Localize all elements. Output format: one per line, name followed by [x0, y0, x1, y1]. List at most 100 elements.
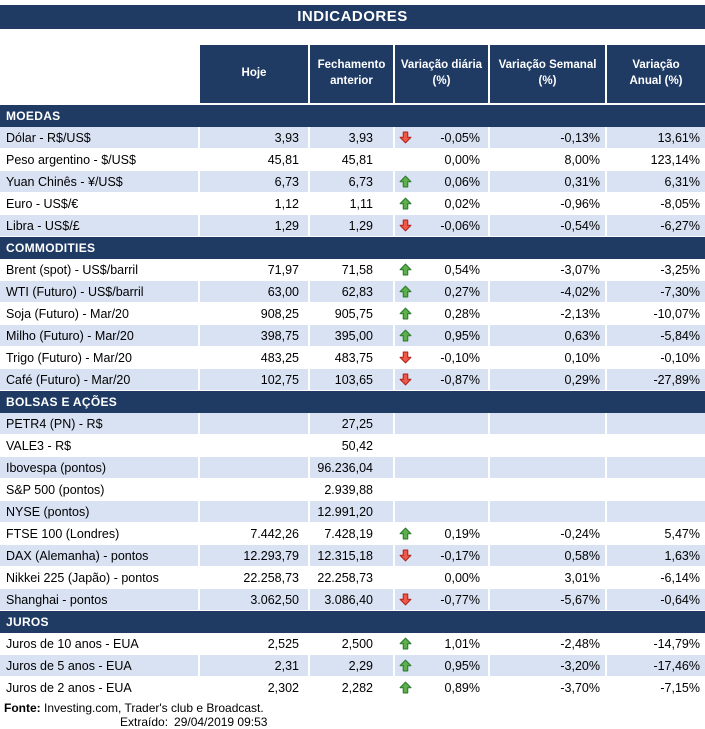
row-label: Nikkei 225 (Japão) - pontos: [0, 567, 200, 589]
table-body: MOEDAS Dólar - R$/US$ 3,93 3,93 -0,05% -0,13%…: [0, 105, 705, 699]
variacao-diaria-value: 0,06%: [444, 174, 480, 189]
no-arrow-placeholder: [398, 417, 412, 431]
source-label: Fonte:: [4, 701, 41, 715]
variacao-diaria-value: 0,00%: [444, 152, 480, 167]
variacao-diaria-cell: [395, 457, 490, 479]
fechamento-value: 3,93: [310, 127, 395, 149]
variacao-semanal-value: -3,20%: [490, 655, 607, 677]
row-label: Shanghai - pontos: [0, 589, 200, 611]
row-label: WTI (Futuro) - US$/barril: [0, 281, 200, 303]
table-row: Nikkei 225 (Japão) - pontos 22.258,73 22.2…: [0, 567, 705, 589]
row-label: Peso argentino - $/US$: [0, 149, 200, 171]
hoje-value: 2,525: [200, 633, 310, 655]
variacao-semanal-value: 0,58%: [490, 545, 607, 567]
hoje-value: 6,73: [200, 171, 310, 193]
variacao-semanal-value: -0,54%: [490, 215, 607, 237]
fechamento-value: 50,42: [310, 435, 395, 457]
hoje-value: 1,12: [200, 193, 310, 215]
column-header-hoje: Hoje: [200, 45, 310, 103]
variacao-diaria-cell: [395, 501, 490, 523]
variacao-semanal-value: -0,13%: [490, 127, 607, 149]
variacao-diaria-value: -0,77%: [440, 592, 480, 607]
variacao-diaria-value: 1,01%: [444, 636, 480, 651]
variacao-semanal-value: [490, 479, 607, 501]
table-row: DAX (Alemanha) - pontos 12.293,79 12.315,1…: [0, 545, 705, 567]
row-label: Juros de 5 anos - EUA: [0, 655, 200, 677]
hoje-value: 2,31: [200, 655, 310, 677]
no-arrow-placeholder: [398, 505, 412, 519]
down-arrow-icon: [398, 373, 412, 387]
up-arrow-icon: [398, 659, 412, 673]
variacao-diaria-cell: 0,95%: [395, 325, 490, 347]
variacao-diaria-cell: 0,00%: [395, 567, 490, 589]
hoje-value: 45,81: [200, 149, 310, 171]
table-row: Juros de 10 anos - EUA 2,525 2,500 1,01% -2,…: [0, 633, 705, 655]
variacao-anual-value: 5,47%: [607, 523, 705, 545]
table-row: Soja (Futuro) - Mar/20 908,25 905,75 0,28% -…: [0, 303, 705, 325]
row-label: Trigo (Futuro) - Mar/20: [0, 347, 200, 369]
no-arrow-placeholder: [398, 439, 412, 453]
row-label: NYSE (pontos): [0, 501, 200, 523]
table-row: S&P 500 (pontos) 2.939,88: [0, 479, 705, 501]
row-label: PETR4 (PN) - R$: [0, 413, 200, 435]
variacao-diaria-value: 0,54%: [444, 262, 480, 277]
variacao-diaria-cell: 0,00%: [395, 149, 490, 171]
variacao-anual-value: 123,14%: [607, 149, 705, 171]
variacao-anual-value: -6,14%: [607, 567, 705, 589]
fechamento-value: 905,75: [310, 303, 395, 325]
table-row: Shanghai - pontos 3.062,50 3.086,40 -0,77% -…: [0, 589, 705, 611]
variacao-diaria-value: 0,27%: [444, 284, 480, 299]
variacao-diaria-value: 0,28%: [444, 306, 480, 321]
variacao-anual-value: -7,30%: [607, 281, 705, 303]
variacao-anual-value: -17,46%: [607, 655, 705, 677]
extracted-line: Extraído: 29/04/2019 09:53: [0, 715, 705, 729]
variacao-diaria-cell: 0,95%: [395, 655, 490, 677]
variacao-semanal-value: 0,29%: [490, 369, 607, 391]
fechamento-value: 1,29: [310, 215, 395, 237]
variacao-diaria-cell: 0,28%: [395, 303, 490, 325]
variacao-diaria-cell: -0,77%: [395, 589, 490, 611]
row-label: VALE3 - R$: [0, 435, 200, 457]
column-header-fechamento-anterior: Fechamento anterior: [310, 45, 395, 103]
table-row: Dólar - R$/US$ 3,93 3,93 -0,05% -0,13% 13,61%: [0, 127, 705, 149]
no-arrow-placeholder: [398, 571, 412, 585]
variacao-diaria-value: 0,95%: [444, 658, 480, 673]
variacao-semanal-value: [490, 435, 607, 457]
variacao-diaria-cell: 0,54%: [395, 259, 490, 281]
variacao-anual-value: 6,31%: [607, 171, 705, 193]
column-header-variacao-anual: Variação Anual (%): [607, 45, 705, 103]
table-row: NYSE (pontos) 12.991,20: [0, 501, 705, 523]
variacao-anual-value: -7,15%: [607, 677, 705, 699]
fechamento-value: 7.428,19: [310, 523, 395, 545]
column-headers: Hoje Fechamento anterior Variação diária…: [0, 45, 705, 103]
variacao-semanal-value: -3,07%: [490, 259, 607, 281]
up-arrow-icon: [398, 527, 412, 541]
row-label: Dólar - R$/US$: [0, 127, 200, 149]
section-header-commodities: COMMODITIES: [0, 237, 705, 259]
page-title: INDICADORES: [0, 5, 705, 29]
variacao-semanal-value: -4,02%: [490, 281, 607, 303]
no-arrow-placeholder: [398, 483, 412, 497]
extracted-value: 29/04/2019 09:53: [174, 715, 268, 729]
row-label: Ibovespa (pontos): [0, 457, 200, 479]
variacao-diaria-value: 0,02%: [444, 196, 480, 211]
variacao-anual-value: -27,89%: [607, 369, 705, 391]
table-row: PETR4 (PN) - R$ 27,25: [0, 413, 705, 435]
section-header-moedas: MOEDAS: [0, 105, 705, 127]
table-row: Euro - US$/€ 1,12 1,11 0,02% -0,96% -8,05%: [0, 193, 705, 215]
variacao-anual-value: -3,25%: [607, 259, 705, 281]
section-header-bolsas-e-acoes: BOLSAS E AÇÕES: [0, 391, 705, 413]
variacao-anual-value: -0,10%: [607, 347, 705, 369]
table-row: Ibovespa (pontos) 96.236,04: [0, 457, 705, 479]
fechamento-value: 2,282: [310, 677, 395, 699]
variacao-diaria-cell: 0,89%: [395, 677, 490, 699]
up-arrow-icon: [398, 175, 412, 189]
fechamento-value: 71,58: [310, 259, 395, 281]
hoje-value: 71,97: [200, 259, 310, 281]
up-arrow-icon: [398, 637, 412, 651]
variacao-anual-value: [607, 479, 705, 501]
variacao-diaria-cell: -0,87%: [395, 369, 490, 391]
label-column-spacer: [0, 45, 200, 103]
variacao-semanal-value: [490, 457, 607, 479]
variacao-anual-value: 1,63%: [607, 545, 705, 567]
